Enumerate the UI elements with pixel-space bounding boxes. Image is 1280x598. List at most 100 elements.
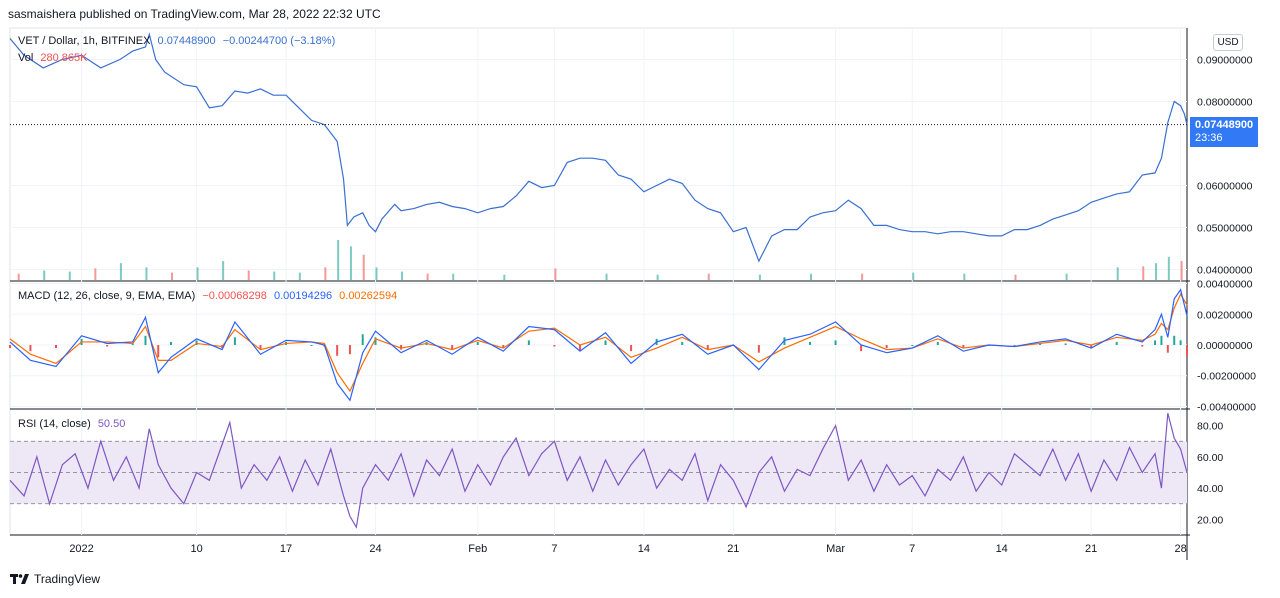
macd-histogram-bar xyxy=(1013,345,1016,346)
volume-bar xyxy=(362,254,365,280)
volume-bar xyxy=(656,274,659,280)
macd-histogram-bar xyxy=(1173,335,1176,345)
macd-histogram-bar xyxy=(400,345,403,350)
x-tick-label: 14 xyxy=(996,543,1008,555)
macd-hist-value: −0.00068298 xyxy=(202,290,267,302)
macd-series-line xyxy=(9,288,1188,402)
macd-histogram-bar xyxy=(144,335,147,345)
volume-bar xyxy=(68,271,71,280)
macd-legend: MACD (12, 26, close, 9, EMA, EMA) −0.000… xyxy=(18,290,401,302)
macd-histogram-bar xyxy=(451,345,454,350)
volume-bar xyxy=(503,274,506,280)
brand[interactable]: TradingView xyxy=(10,572,100,586)
price-y-tick-label: 0.08000000 xyxy=(1197,97,1253,109)
price-pane xyxy=(9,32,1188,263)
volume-bar xyxy=(94,268,97,280)
macd-histogram-bar xyxy=(1179,340,1182,345)
volume-bar xyxy=(912,272,915,280)
volume-bar xyxy=(247,270,250,280)
macd-histogram-bar xyxy=(1154,340,1157,345)
macd-histogram-bar xyxy=(757,345,760,353)
price-y-tick-label: 0.04000000 xyxy=(1197,265,1253,277)
macd-histogram-bar xyxy=(259,345,262,350)
price-series-line xyxy=(9,32,1188,263)
macd-histogram-bar xyxy=(1064,343,1067,345)
volume-bar xyxy=(758,274,761,280)
volume-bar xyxy=(554,268,557,280)
macd-histogram-bar xyxy=(630,345,633,352)
macd-histogram-bar xyxy=(1039,343,1042,345)
macd-histogram-bar xyxy=(361,334,364,345)
volume-bar xyxy=(171,272,174,280)
macd-histogram-bar xyxy=(310,345,313,346)
volume-bar xyxy=(963,273,966,280)
macd-histogram-bar xyxy=(1115,341,1118,345)
brand-name: TradingView xyxy=(34,572,101,586)
macd-histogram-bar xyxy=(502,345,505,349)
macd-histogram-bar xyxy=(374,337,377,345)
macd-histogram-bar xyxy=(604,340,607,345)
price-y-tick-label: 0.06000000 xyxy=(1197,181,1253,193)
macd-histogram-bar xyxy=(834,340,837,345)
close-value: 0.07448900 xyxy=(157,35,216,47)
last-price-tag: 0.07448900 23:36 xyxy=(1190,117,1258,147)
macd-histogram-bar xyxy=(1166,345,1169,353)
rsi-pane xyxy=(9,412,1188,529)
macd-histogram-bar xyxy=(527,340,530,345)
x-tick-label: Mar xyxy=(826,543,845,555)
volume-bar xyxy=(196,267,199,280)
macd-histogram-bar xyxy=(1186,345,1188,356)
macd-histogram-bar xyxy=(553,345,556,347)
macd-histogram-bar xyxy=(1141,345,1144,347)
x-tick-label: 17 xyxy=(280,543,292,555)
x-tick-label: 2022 xyxy=(69,543,93,555)
macd-title[interactable]: MACD (12, 26, close, 9, EMA, EMA) xyxy=(18,290,196,302)
price-y-tick-label: 0.05000000 xyxy=(1197,223,1253,235)
rsi-series-line xyxy=(9,412,1188,529)
macd-histogram-bar xyxy=(809,341,812,345)
macd-histogram-bar xyxy=(860,345,863,352)
volume-bar xyxy=(375,267,378,280)
volume-bar xyxy=(349,246,352,280)
macd-histogram-bar xyxy=(195,340,198,345)
volume-bar xyxy=(273,271,276,280)
volume-bar xyxy=(1180,261,1183,280)
macd-value: 0.00194296 xyxy=(273,290,333,302)
macd-histogram-bar xyxy=(1160,335,1163,345)
volume-bar xyxy=(810,273,813,280)
change-value: −0.00244700 (−3.18%) xyxy=(222,35,336,47)
macd-histogram-bar xyxy=(1090,345,1093,349)
macd-histogram-bar xyxy=(706,345,709,350)
x-tick-label: 7 xyxy=(551,543,557,555)
symbol-label[interactable]: VET / Dollar, 1h, BITFINEX xyxy=(18,35,151,47)
macd-y-tick-label: 0.00200000 xyxy=(1197,309,1253,321)
macd-histogram-bar xyxy=(681,341,684,345)
bar-countdown: 23:36 xyxy=(1195,132,1223,144)
volume-bar xyxy=(17,273,20,280)
rsi-y-tick-label: 40.00 xyxy=(1197,483,1223,495)
macd-histogram-bar xyxy=(962,345,965,349)
volume-bar xyxy=(1014,274,1017,280)
macd-histogram-bar xyxy=(131,343,134,345)
rsi-y-tick-label: 20.00 xyxy=(1197,514,1223,526)
macd-histogram-bar xyxy=(476,341,479,345)
macd-histogram-bar xyxy=(578,345,581,352)
currency-button[interactable]: USD xyxy=(1213,34,1243,51)
x-tick-label: Feb xyxy=(468,543,487,555)
macd-y-tick-label: -0.00200000 xyxy=(1197,371,1256,383)
rsi-y-tick-label: 60.00 xyxy=(1197,452,1223,464)
macd-y-tick-label: 0.00400000 xyxy=(1197,279,1253,291)
signal-series-line xyxy=(9,293,1188,393)
macd-histogram-bar xyxy=(233,337,236,345)
x-tick-label: 7 xyxy=(909,543,915,555)
x-tick-label: 21 xyxy=(1085,543,1097,555)
x-tick-label: 21 xyxy=(727,543,739,555)
signal-value: 0.00262594 xyxy=(339,290,398,302)
volume-legend: Vol 280.865K xyxy=(18,52,91,64)
price-legend: VET / Dollar, 1h, BITFINEX 0.07448900 −0… xyxy=(18,35,339,47)
macd-histogram-bar xyxy=(9,345,11,349)
macd-histogram-bar xyxy=(936,341,939,345)
rsi-value: 50.50 xyxy=(97,418,126,430)
rsi-title[interactable]: RSI (14, close) xyxy=(18,418,91,430)
volume-bar xyxy=(861,273,864,280)
